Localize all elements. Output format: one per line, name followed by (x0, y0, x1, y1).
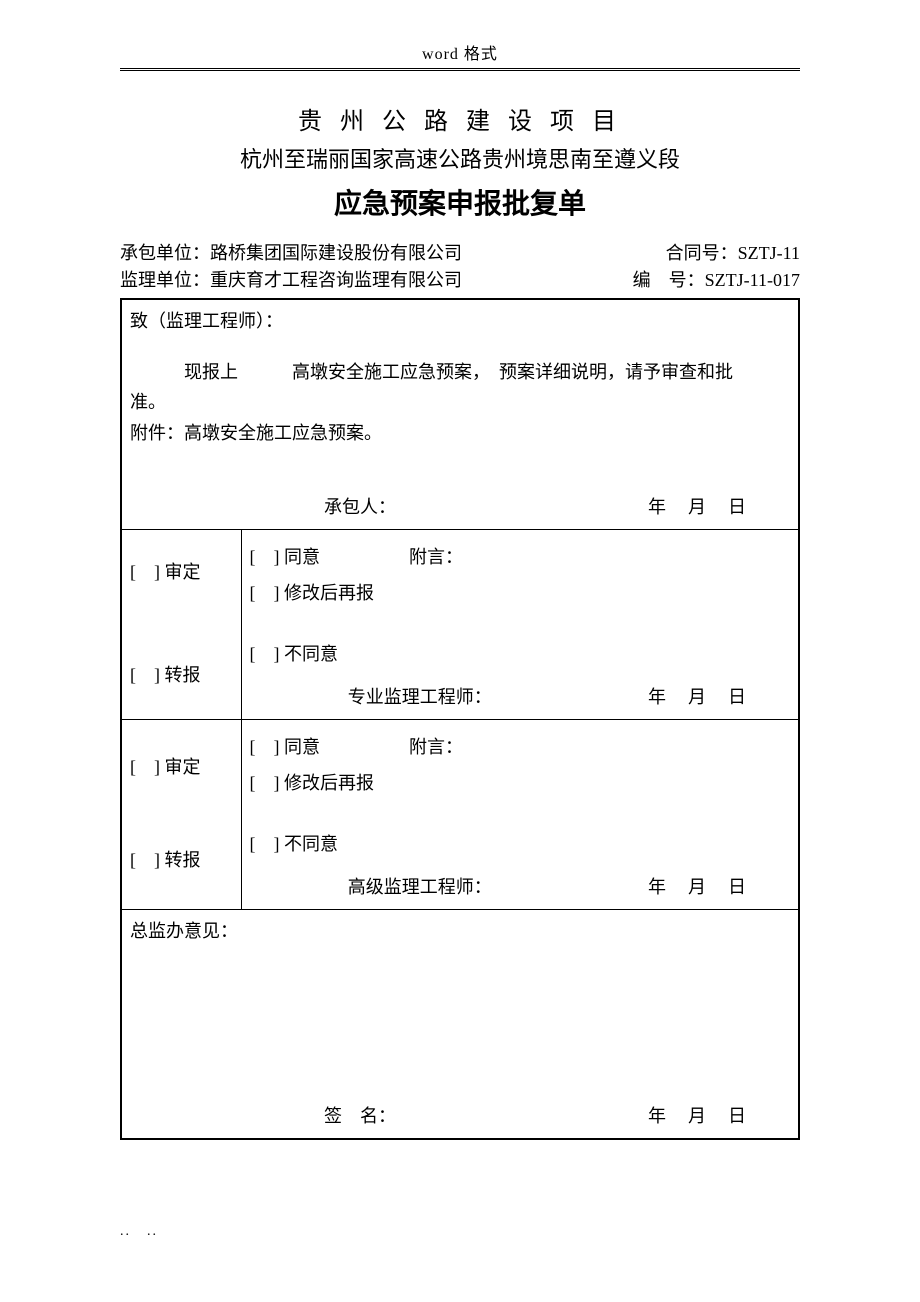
s1-prefix: 现报上 (184, 362, 238, 382)
title-line-1: 贵 州 公 路 建 设 项 目 (120, 101, 800, 136)
contractor-label: 承包单位： (120, 243, 210, 263)
s1-suffix: 准。 (130, 387, 790, 418)
s3-cb-agree[interactable]: [ ] 同意 (250, 737, 321, 757)
s1-attachment: 附件：高墩安全施工应急预案。 (130, 418, 790, 449)
approval-form-table: 致（监理工程师）： 现报上 高墩安全施工应急预案， 预案详细说明，请予审查和批 准… (120, 298, 800, 1140)
s3-cb-revise[interactable]: [ ] 修改后再报 (250, 768, 791, 799)
s3-cb-forward[interactable]: [ ] 转报 (130, 845, 233, 876)
s2-cb-forward[interactable]: [ ] 转报 (130, 660, 233, 691)
s3-cb-disagree[interactable]: [ ] 不同意 (250, 829, 791, 860)
s4-sig-label: 签 名： (122, 1101, 598, 1132)
s1-sig-label: 承包人： (122, 492, 598, 523)
s4-date: 年 月 日 (598, 1101, 798, 1132)
s2-cb-disagree[interactable]: [ ] 不同意 (250, 639, 791, 670)
s1-mid: 高墩安全施工应急预案， 预案详细说明，请予审查和批 (292, 362, 733, 382)
serial-value: SZTJ-11-017 (705, 270, 800, 290)
s1-date: 年 月 日 (598, 492, 798, 523)
supervisor-label: 监理单位： (120, 270, 210, 290)
s3-sig-label: 高级监理工程师： (242, 872, 599, 903)
contract-no-value: SZTJ-11 (738, 243, 800, 263)
title-line-3: 应急预案申报批复单 (120, 182, 800, 222)
s3-note: 附言： (409, 737, 463, 757)
header-format-label: word 格式 (120, 40, 800, 64)
s2-cb-agree[interactable]: [ ] 同意 (250, 547, 321, 567)
contractor-value: 路桥集团国际建设股份有限公司 (210, 243, 462, 263)
contract-no-label: 合同号： (666, 243, 738, 263)
meta-row-1: 承包单位：路桥集团国际建设股份有限公司 合同号：SZTJ-11 (120, 240, 800, 267)
serial-label: 编 号： (633, 270, 705, 290)
s4-heading: 总监办意见： (130, 916, 790, 947)
supervisor-value: 重庆育才工程咨询监理有限公司 (210, 270, 462, 290)
s1-to: 致（监理工程师）： (130, 306, 790, 337)
s3-date: 年 月 日 (598, 872, 798, 903)
title-line-2: 杭州至瑞丽国家高速公路贵州境思南至遵义段 (120, 142, 800, 174)
s2-sig-label: 专业监理工程师： (242, 682, 599, 713)
meta-row-2: 监理单位：重庆育才工程咨询监理有限公司 编 号：SZTJ-11-017 (120, 267, 800, 294)
footer-dots: .. .. (120, 1220, 800, 1240)
header-rule (120, 68, 800, 71)
s2-date: 年 月 日 (598, 682, 798, 713)
s2-note: 附言： (409, 547, 463, 567)
s2-cb-approve[interactable]: [ ] 审定 (130, 557, 233, 588)
s3-cb-approve[interactable]: [ ] 审定 (130, 752, 233, 783)
s2-cb-revise[interactable]: [ ] 修改后再报 (250, 578, 791, 609)
